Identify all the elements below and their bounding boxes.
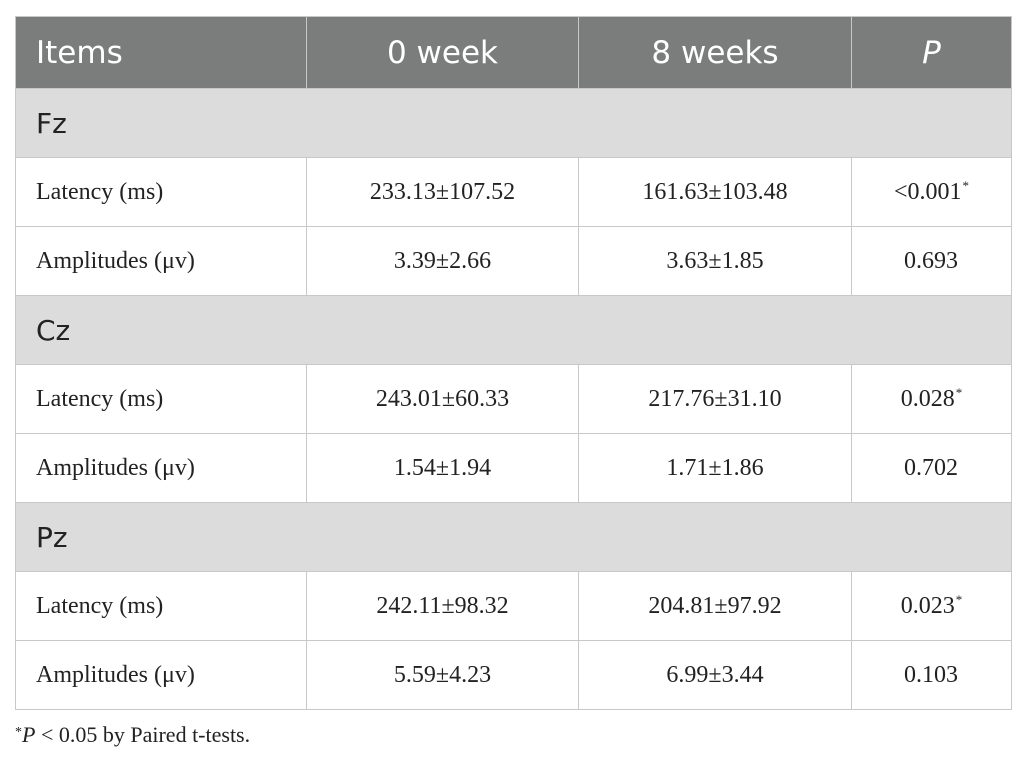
- value-0-week: 243.01±60.33: [306, 364, 579, 434]
- value-8-weeks: 3.63±1.85: [578, 226, 852, 296]
- header-0-week: 0 week: [306, 16, 579, 89]
- footnote-text: < 0.05 by Paired t-tests.: [35, 722, 251, 747]
- significance-marker: *: [955, 592, 963, 607]
- header-items: Items: [15, 16, 307, 89]
- group-label: Cz: [15, 295, 1012, 365]
- value-0-week: 233.13±107.52: [306, 157, 579, 227]
- p-value: 0.103: [904, 662, 958, 688]
- p-value: 0.023: [900, 593, 955, 619]
- p-value: 0.693: [904, 248, 958, 274]
- p-value-cell: 0.023*: [851, 571, 1012, 641]
- significance-marker: *: [955, 385, 963, 400]
- value-0-week: 242.11±98.32: [306, 571, 579, 641]
- table-row: Latency (ms) 243.01±60.33 217.76±31.10 0…: [15, 364, 1012, 434]
- value-8-weeks: 204.81±97.92: [578, 571, 852, 641]
- p-value-cell: 0.028*: [851, 364, 1012, 434]
- value-8-weeks: 161.63±103.48: [578, 157, 852, 227]
- row-label: Amplitudes (μv): [15, 433, 307, 503]
- table-row: Amplitudes (μv) 5.59±4.23 6.99±3.44 0.10…: [15, 640, 1012, 710]
- row-label: Latency (ms): [15, 364, 307, 434]
- table-row: Amplitudes (μv) 1.54±1.94 1.71±1.86 0.70…: [15, 433, 1012, 503]
- results-table: Items 0 week 8 weeks P Fz Latency (ms) 2…: [15, 16, 1012, 710]
- p-value-cell: 0.693: [851, 226, 1012, 296]
- p-value-cell: 0.702: [851, 433, 1012, 503]
- table-row: Amplitudes (μv) 3.39±2.66 3.63±1.85 0.69…: [15, 226, 1012, 296]
- header-row: Items 0 week 8 weeks P: [15, 16, 1012, 89]
- p-value: <0.001: [893, 179, 962, 205]
- row-label: Amplitudes (μv): [15, 226, 307, 296]
- group-row-pz: Pz: [15, 502, 1012, 572]
- footnote-star: *: [15, 725, 22, 740]
- table-row: Latency (ms) 233.13±107.52 161.63±103.48…: [15, 157, 1012, 227]
- p-value: 0.028: [900, 386, 955, 412]
- row-label: Amplitudes (μv): [15, 640, 307, 710]
- p-value-cell: 0.103: [851, 640, 1012, 710]
- value-0-week: 3.39±2.66: [306, 226, 579, 296]
- group-row-cz: Cz: [15, 295, 1012, 365]
- header-8-weeks: 8 weeks: [578, 16, 852, 89]
- header-p-value: P: [851, 16, 1012, 89]
- p-value: 0.702: [904, 455, 958, 481]
- value-8-weeks: 217.76±31.10: [578, 364, 852, 434]
- value-8-weeks: 6.99±3.44: [578, 640, 852, 710]
- row-label: Latency (ms): [15, 571, 307, 641]
- group-row-fz: Fz: [15, 88, 1012, 158]
- table-row: Latency (ms) 242.11±98.32 204.81±97.92 0…: [15, 571, 1012, 641]
- table-footnote: *P < 0.05 by Paired t-tests.: [15, 722, 250, 748]
- row-label: Latency (ms): [15, 157, 307, 227]
- significance-marker: *: [962, 178, 970, 193]
- p-value-cell: <0.001*: [851, 157, 1012, 227]
- footnote-p-symbol: P: [22, 722, 36, 747]
- group-label: Pz: [15, 502, 1012, 572]
- value-0-week: 5.59±4.23: [306, 640, 579, 710]
- group-label: Fz: [15, 88, 1012, 158]
- value-8-weeks: 1.71±1.86: [578, 433, 852, 503]
- value-0-week: 1.54±1.94: [306, 433, 579, 503]
